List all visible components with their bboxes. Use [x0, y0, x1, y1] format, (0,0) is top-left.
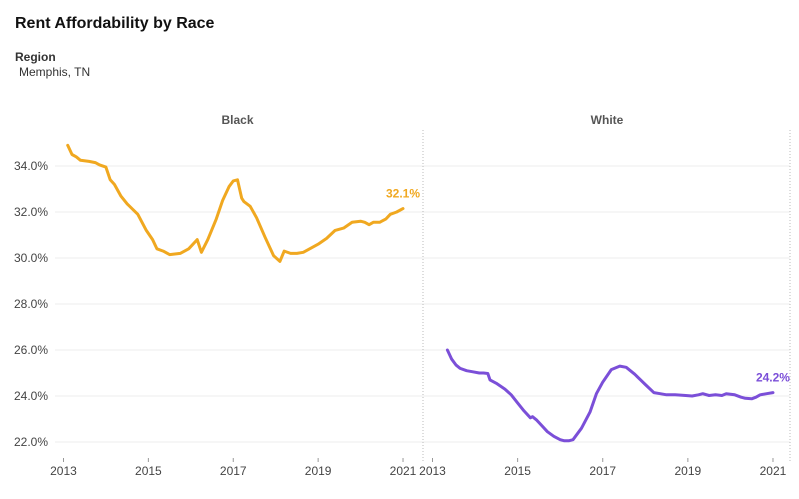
y-tick-label: 28.0% [14, 297, 48, 311]
x-tick-label: 2015 [135, 464, 162, 478]
panel-title: Black [221, 113, 253, 127]
y-tick-label: 30.0% [14, 251, 48, 265]
x-tick-label: 2017 [220, 464, 247, 478]
region-filter-value[interactable]: Memphis, TN [19, 65, 91, 79]
region-filter-label: Region [15, 50, 56, 64]
x-tick-label: 2015 [504, 464, 531, 478]
x-tick-label: 2019 [675, 464, 702, 478]
x-tick-label: 2021 [390, 464, 417, 478]
end-value-label: 24.2% [756, 371, 790, 385]
chart-title: Rent Affordability by Race [15, 15, 215, 32]
y-tick-label: 22.0% [14, 435, 48, 449]
y-tick-label: 34.0% [14, 159, 48, 173]
panel-title: White [591, 113, 624, 127]
y-tick-label: 24.0% [14, 389, 48, 403]
series-line-white [445, 348, 775, 443]
x-tick-label: 2013 [419, 464, 446, 478]
x-tick-label: 2019 [305, 464, 332, 478]
x-tick-label: 2017 [589, 464, 616, 478]
end-value-label: 32.1% [386, 187, 420, 201]
x-tick-label: 2021 [760, 464, 787, 478]
x-tick-label: 2013 [50, 464, 77, 478]
series-line-black [66, 143, 405, 263]
y-tick-label: 26.0% [14, 343, 48, 357]
y-tick-label: 32.0% [14, 205, 48, 219]
